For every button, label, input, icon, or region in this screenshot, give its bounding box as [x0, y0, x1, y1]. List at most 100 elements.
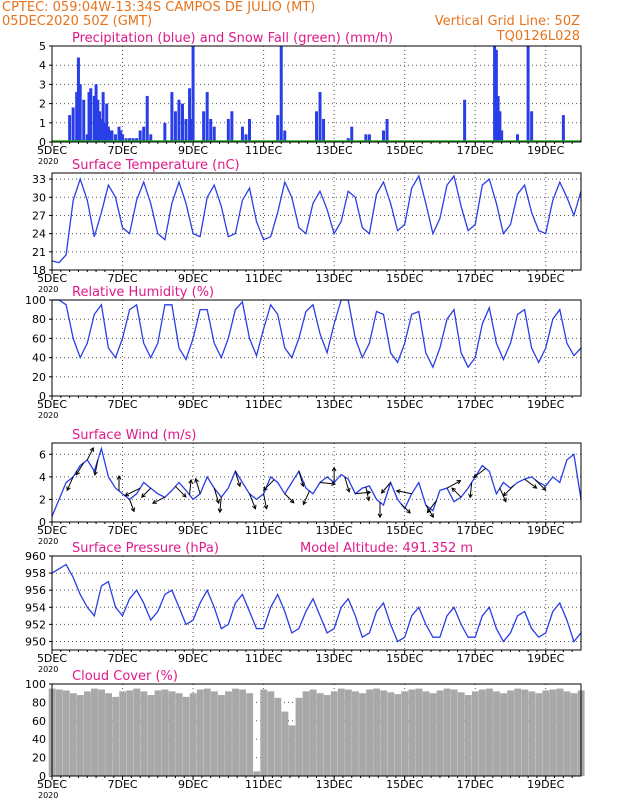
- wind-arrow-head: [451, 487, 457, 493]
- wind-arrow-head: [468, 493, 473, 499]
- precip-bar: [68, 115, 72, 142]
- precip-bar: [530, 111, 534, 142]
- wind-arrow: [219, 497, 222, 513]
- cloud-bar: [570, 693, 578, 776]
- wind-arrow: [400, 503, 411, 514]
- x-tick-label: 11DEC: [245, 524, 282, 537]
- x-year-label: 2020: [38, 537, 58, 546]
- wind-arrow-head: [262, 486, 268, 491]
- x-tick-label: 19DEC: [527, 398, 564, 411]
- wind-arrow: [396, 490, 412, 495]
- cloud-bar: [471, 691, 479, 776]
- cloud-bar: [210, 691, 218, 776]
- cloud-bar: [154, 690, 162, 776]
- y-tick-label: 4: [39, 59, 46, 72]
- wind-arrow: [195, 478, 201, 494]
- x-year-label: 2020: [38, 791, 58, 800]
- cloud-bar: [373, 688, 381, 776]
- precip-bar: [561, 115, 565, 142]
- cloud-bar: [91, 688, 98, 776]
- wind-arrow: [298, 471, 304, 487]
- precip-bar: [92, 95, 96, 142]
- wind-arrow: [234, 471, 241, 487]
- wind-arrow-head: [116, 474, 122, 480]
- precip-bar: [364, 134, 368, 142]
- wind-arrow-head: [502, 491, 508, 497]
- wind-arrow: [381, 482, 391, 494]
- precip-bar: [191, 46, 195, 142]
- precip-bar: [516, 134, 520, 142]
- panel-2: [49, 299, 582, 400]
- precip-bar: [346, 138, 350, 142]
- x-tick-label: 13DEC: [316, 778, 353, 791]
- wind-arrow-head: [215, 499, 221, 505]
- wind-arrow-head: [75, 470, 80, 476]
- y-tick-label: 80: [32, 696, 46, 709]
- panel-title: Relative Humidity (%): [72, 285, 214, 300]
- precip-bar: [96, 99, 100, 142]
- cloud-bar: [464, 695, 472, 776]
- cloud-bar: [62, 690, 70, 776]
- wind-arrow-head: [541, 486, 547, 491]
- cloud-bar: [316, 693, 324, 776]
- y-tick-label: 952: [25, 618, 46, 631]
- cloud-bar: [366, 689, 373, 776]
- wind-arrow-head: [181, 492, 187, 498]
- wind-arrow-head: [532, 484, 538, 489]
- y-tick-label: 40: [32, 733, 46, 746]
- cloud-bar: [302, 691, 310, 776]
- wind-arrow-head: [377, 513, 383, 519]
- cloud-bar: [535, 693, 543, 776]
- precip-bar: [498, 111, 502, 142]
- precip-bar: [276, 115, 280, 142]
- precip-bar: [496, 95, 500, 142]
- panel-title: Surface Wind (m/s): [72, 428, 196, 443]
- panel-4: [49, 555, 582, 654]
- cloud-bar: [563, 691, 571, 776]
- precip-bar: [493, 46, 497, 142]
- wind-arrow-head: [365, 496, 371, 502]
- cloud-bar: [429, 693, 437, 776]
- cloud-bar: [415, 688, 423, 776]
- x-tick-label: 15DEC: [386, 272, 423, 285]
- x-tick-label: 7DEC: [107, 778, 137, 791]
- precip-bar: [202, 111, 206, 142]
- wind-arrow-head: [194, 477, 199, 483]
- header: CPTEC: 059:04W-13:34S CAMPOS DE JULIO (M…: [0, 0, 618, 46]
- cloud-bar: [168, 691, 176, 776]
- cloud-bar: [133, 688, 141, 776]
- precip-bar: [119, 130, 123, 142]
- cloud-bar: [493, 691, 500, 776]
- precip-bar: [89, 88, 93, 142]
- cloud-bar: [105, 693, 113, 776]
- cloud-bar: [486, 688, 493, 776]
- y-tick-label: 0: [39, 390, 46, 403]
- cloud-bar: [69, 693, 77, 776]
- cloud-bar: [189, 693, 197, 776]
- wind-arrow-head: [217, 508, 223, 514]
- model-id: TQ0126L028: [496, 29, 580, 44]
- precip-bar: [230, 111, 234, 142]
- x-tick-label: 19DEC: [527, 524, 564, 537]
- wind-arrow: [94, 459, 99, 476]
- x-year-label: 2020: [38, 285, 58, 294]
- precip-bar: [142, 126, 146, 142]
- cloud-bar: [500, 693, 507, 776]
- cloud-bar: [436, 690, 444, 776]
- x-tick-label: 17DEC: [457, 272, 494, 285]
- y-tick-label: 950: [25, 635, 46, 648]
- series-line: [52, 299, 582, 369]
- y-tick-label: 4: [39, 471, 46, 484]
- cloud-bar: [521, 689, 529, 776]
- x-tick-label: 17DEC: [457, 778, 494, 791]
- precip-bar: [494, 49, 498, 143]
- panel-title: Surface Pressure (hPa): [72, 541, 219, 556]
- y-tick-label: 100: [25, 678, 46, 691]
- precip-bar: [212, 126, 216, 142]
- cloud-bar: [337, 688, 345, 776]
- wind-arrow: [499, 487, 507, 502]
- cloud-bar: [112, 696, 120, 776]
- precip-bar: [240, 126, 244, 142]
- cloud-bar: [507, 690, 515, 776]
- y-tick-label: 33: [32, 173, 46, 186]
